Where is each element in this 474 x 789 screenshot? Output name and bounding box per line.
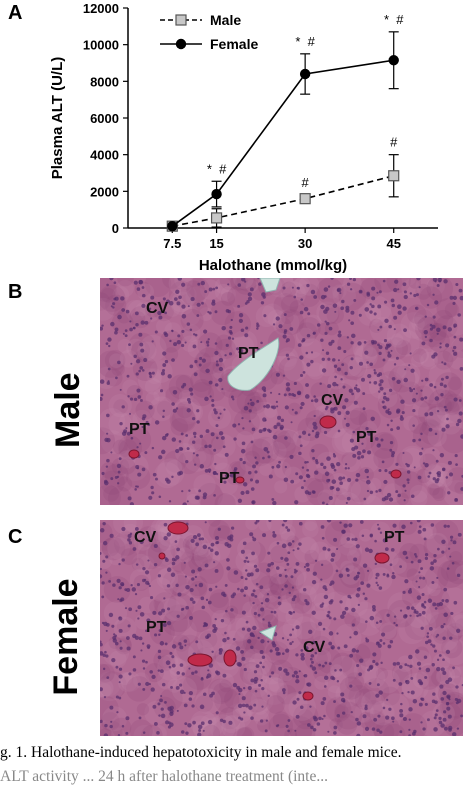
x-tick-label: 15 — [209, 236, 223, 251]
micro-label: PT — [384, 529, 405, 546]
significance-annotation: # — [302, 175, 310, 190]
x-axis-label: Halothane (mmol/kg) — [199, 257, 347, 274]
y-tick-label: 12000 — [83, 1, 119, 16]
female-side-label: Female — [47, 578, 85, 696]
male-side-label: Male — [49, 372, 87, 448]
y-tick-label: 8000 — [90, 74, 119, 89]
micro-label: PT — [219, 470, 240, 487]
y-tick-label: 2000 — [90, 184, 119, 199]
legend-marker-male — [175, 14, 187, 26]
significance-annotation: * # — [295, 34, 315, 49]
significance-annotation: * # — [384, 12, 404, 27]
micro-label: CV — [303, 639, 326, 656]
panel-letter-b: B — [8, 281, 23, 303]
data-point-female — [299, 68, 311, 80]
panel-letter-a: A — [8, 2, 23, 24]
series-line-female — [171, 59, 394, 227]
significance-annotation: # — [390, 135, 398, 150]
y-tick-label: 0 — [112, 221, 119, 236]
micro-label: CV — [321, 392, 344, 409]
micro-label: PT — [238, 345, 259, 362]
micro-label: PT — [129, 421, 150, 438]
panel-letter-c: C — [8, 526, 23, 548]
data-point-male — [299, 193, 311, 205]
alt-chart: 0 2000 4000 6000 8000 10000 12000 7.5 15 30 45 Halo… — [49, 1, 438, 274]
y-tick-label: 6000 — [90, 111, 119, 126]
micro-label: CV — [146, 300, 169, 317]
legend-marker-female — [175, 38, 187, 50]
micro-label: PT — [146, 619, 167, 636]
legend-label: Male — [210, 12, 241, 28]
data-point-male — [388, 170, 400, 182]
figure-caption-continued: ALT activity ... 24 h after halothane tr… — [0, 768, 328, 785]
data-point-male — [210, 212, 223, 224]
y-tick-label: 4000 — [90, 148, 119, 163]
micro-label: PT — [356, 429, 377, 446]
y-tick-label: 10000 — [83, 38, 119, 53]
legend-label: Female — [210, 36, 258, 52]
data-point-female — [388, 55, 399, 66]
figure-caption: g. 1. Halothane-induced hepatotoxicity i… — [0, 744, 402, 761]
male-liver-micrograph: CV PT CV PT PT PT — [100, 278, 463, 505]
data-point-female — [211, 188, 222, 200]
female-liver-micrograph: CV PT PT CV — [100, 520, 463, 736]
y-axis-label: Plasma ALT (U/L) — [49, 57, 66, 180]
x-tick-label: 30 — [298, 236, 312, 251]
data-point-female — [167, 220, 178, 232]
x-tick-label: 7.5 — [163, 236, 181, 251]
micro-label: CV — [134, 529, 157, 546]
significance-annotation: * # — [207, 161, 227, 176]
x-tick-label: 45 — [386, 236, 400, 251]
series-line-male — [172, 174, 394, 227]
